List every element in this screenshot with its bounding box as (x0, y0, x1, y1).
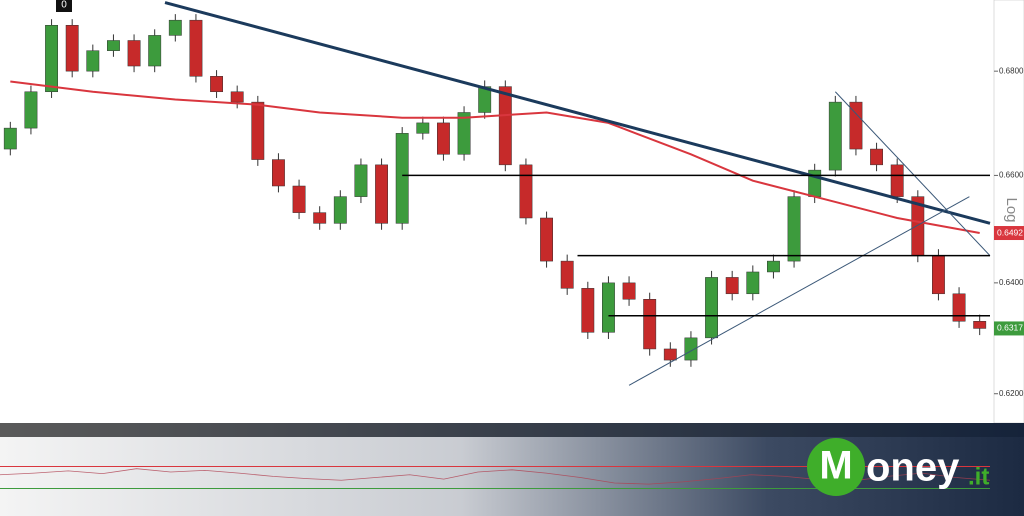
candle-body (210, 76, 223, 93)
candle-body (457, 112, 471, 155)
price-tag (994, 321, 1024, 336)
candle-body (3, 127, 17, 150)
candle-body (684, 337, 698, 361)
panel-separator (0, 423, 1024, 437)
price-axis (993, 0, 1024, 424)
candle-body (725, 277, 739, 295)
moving-average (10, 80, 980, 235)
candle-body (519, 164, 533, 219)
candle-body (272, 159, 285, 187)
logo-circle (807, 438, 865, 496)
candle-body (354, 164, 368, 197)
candle-body (86, 50, 100, 72)
price-tag (994, 226, 1024, 241)
logo-tld: .it (968, 463, 989, 490)
candle-body (292, 185, 306, 213)
candle-body (643, 299, 657, 350)
y-tick-label: 0.6800 (999, 66, 1024, 75)
candle-body (65, 24, 79, 72)
candle-body (375, 164, 388, 224)
candle-body (746, 271, 760, 295)
scale-label: Log (1003, 197, 1020, 222)
candle-body (333, 196, 347, 224)
y-tick-label: 0.6400 (999, 278, 1024, 287)
candle-body (24, 91, 38, 129)
y-tick-label: 0.6600 (999, 171, 1024, 180)
candle-body (313, 212, 327, 224)
candle-body (602, 282, 615, 333)
candle-body (127, 40, 141, 67)
candle-body (168, 19, 182, 36)
candle-body (952, 293, 966, 322)
trend-line (834, 91, 991, 257)
candle-body (540, 217, 553, 262)
candle-body (787, 196, 801, 262)
trend-line (164, 1, 991, 225)
candle-body (45, 24, 58, 93)
price-tag-label: 0.6492 (997, 227, 1023, 237)
candle-body (890, 164, 904, 197)
badge: 0 (61, 0, 67, 11)
candle-body (973, 321, 987, 329)
candle-body (849, 101, 863, 150)
candle-body (767, 260, 780, 273)
candle-body (107, 40, 120, 51)
candle-body (230, 91, 244, 103)
candle-body (498, 86, 512, 166)
candle-body (251, 101, 265, 160)
candle-body (663, 348, 677, 361)
candle-body (932, 255, 945, 295)
candle-body (189, 19, 203, 77)
badge-box (56, 0, 72, 12)
candle-body (870, 148, 883, 166)
candle-body (560, 260, 574, 289)
candle-body (581, 288, 595, 333)
y-tick-label: 0.6200 (999, 389, 1024, 398)
logo-initial: M (819, 444, 852, 488)
price-tag-label: 0.6317 (997, 323, 1023, 333)
candle-body (395, 133, 409, 224)
candle-body (148, 35, 162, 67)
candle-body (437, 122, 450, 155)
candle-body (705, 277, 718, 339)
logo-text: oney (866, 446, 960, 490)
candle-body (416, 122, 430, 134)
candle-body (828, 101, 842, 171)
main-panel (0, 0, 1024, 423)
logo: M oney .it (807, 438, 989, 496)
candle-body (622, 282, 636, 300)
trend-line (628, 196, 970, 386)
